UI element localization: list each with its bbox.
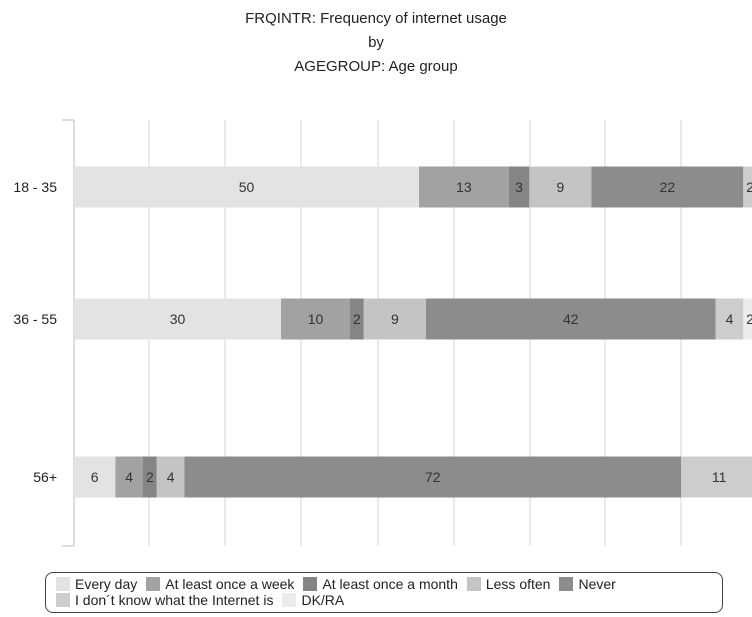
category-label: 36 - 55 bbox=[13, 311, 57, 327]
data-label: 2 bbox=[353, 311, 361, 327]
data-label: 3 bbox=[515, 179, 523, 195]
stacked-bar-chart: 18 - 35 50 13 3 9 22 236 - 55 30 10 2 9 42 4 256+ 6 4 2 4… bbox=[0, 0, 752, 565]
legend-swatch bbox=[56, 593, 70, 607]
data-label: 50 bbox=[239, 179, 255, 195]
data-label: 22 bbox=[660, 179, 676, 195]
data-label: 2 bbox=[146, 469, 154, 485]
data-label: 4 bbox=[125, 469, 133, 485]
data-label: 6 bbox=[91, 469, 99, 485]
legend-label: At least once a week bbox=[165, 576, 294, 592]
data-label: 9 bbox=[391, 311, 399, 327]
legend-item: At least once a month bbox=[303, 576, 457, 592]
data-label: 2 bbox=[746, 311, 752, 327]
legend-swatch bbox=[56, 577, 70, 591]
data-label: 2 bbox=[746, 179, 752, 195]
legend-item: Every day bbox=[56, 576, 137, 592]
data-label: 9 bbox=[557, 179, 565, 195]
data-label: 4 bbox=[726, 311, 734, 327]
legend-row: I don´t know what the Internet is DK/RA bbox=[56, 592, 353, 608]
data-label: 72 bbox=[425, 469, 441, 485]
category-label: 18 - 35 bbox=[13, 179, 57, 195]
legend-label: Less often bbox=[486, 576, 551, 592]
legend-swatch bbox=[303, 577, 317, 591]
legend-row: Every day At least once a week At least on… bbox=[56, 576, 625, 592]
legend-item: Less often bbox=[467, 576, 551, 592]
data-label: 30 bbox=[170, 311, 186, 327]
data-label: 13 bbox=[456, 179, 472, 195]
legend-label: I don´t know what the Internet is bbox=[75, 592, 273, 608]
legend-swatch bbox=[282, 593, 296, 607]
data-label: 4 bbox=[167, 469, 175, 485]
legend-item: At least once a week bbox=[146, 576, 294, 592]
legend-swatch bbox=[559, 577, 573, 591]
data-label: 42 bbox=[563, 311, 579, 327]
category-label: 56+ bbox=[33, 469, 57, 485]
legend-label: At least once a month bbox=[322, 576, 457, 592]
legend-label: DK/RA bbox=[301, 592, 344, 608]
legend-swatch bbox=[467, 577, 481, 591]
legend-item: DK/RA bbox=[282, 592, 344, 608]
legend-label: Never bbox=[578, 576, 615, 592]
legend: Every day At least once a week At least on… bbox=[45, 572, 723, 613]
legend-swatch bbox=[146, 577, 160, 591]
legend-label: Every day bbox=[75, 576, 137, 592]
legend-item: Never bbox=[559, 576, 615, 592]
data-label: 11 bbox=[712, 469, 727, 485]
data-label: 10 bbox=[308, 311, 324, 327]
legend-item: I don´t know what the Internet is bbox=[56, 592, 273, 608]
